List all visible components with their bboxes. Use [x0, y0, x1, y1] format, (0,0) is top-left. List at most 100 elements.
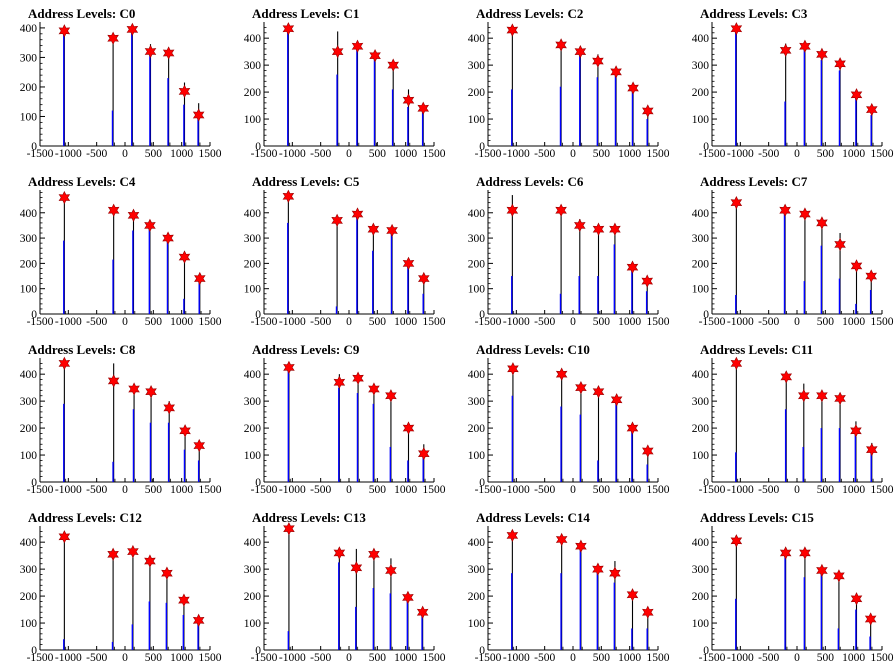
- peak-star-marker: [610, 393, 623, 407]
- peak-star-marker: [799, 39, 811, 53]
- y-tick-label: 200: [692, 591, 710, 603]
- x-tick-label: 1500: [647, 652, 670, 664]
- x-tick-label: -500: [534, 148, 555, 160]
- peak-star-marker: [779, 43, 792, 57]
- peak-star-marker: [402, 590, 414, 605]
- peak-star-marker: [642, 605, 654, 619]
- peak-star-marker: [642, 444, 654, 458]
- y-tick-label: 0: [703, 477, 709, 489]
- peak-star-marker: [58, 356, 71, 371]
- peak-star-marker: [162, 231, 174, 245]
- peak-star-marker: [575, 380, 587, 395]
- peak-star-marker: [642, 104, 654, 118]
- peak-star-marker: [351, 39, 364, 53]
- peak-star-marker: [816, 563, 828, 578]
- y-tick-label: 200: [244, 87, 262, 99]
- x-tick-label: -1500: [27, 148, 54, 160]
- x-tick-label: -1500: [699, 316, 726, 328]
- chart-panel-2: Address Levels: C2 0 100 200 300 400 -1500 -100…: [448, 0, 672, 168]
- peak-star-marker: [352, 371, 364, 385]
- y-tick-label: 300: [244, 233, 262, 245]
- y-tick-label: 0: [479, 309, 485, 321]
- x-tick-label: -1500: [699, 652, 726, 664]
- peak-star-marker: [833, 569, 845, 583]
- x-tick-label: 1500: [871, 652, 894, 664]
- x-tick-label: 500: [593, 316, 611, 328]
- x-tick-label: -1000: [503, 316, 530, 328]
- x-tick-label: 1000: [618, 484, 641, 496]
- chart-title: Address Levels: C7: [700, 174, 808, 189]
- x-tick-label: 0: [346, 316, 352, 328]
- peak-star-marker: [194, 271, 206, 286]
- x-tick-label: -500: [86, 484, 107, 496]
- peak-star-marker: [609, 222, 621, 236]
- peak-star-marker: [418, 271, 430, 286]
- chart-plot: 0 100 200 300 400 -1500 -1000 -500 0 500 1000 1500: [244, 22, 446, 160]
- x-tick-label: -500: [310, 484, 331, 496]
- peak-star-marker: [866, 442, 878, 457]
- peak-star-marker: [178, 250, 191, 264]
- peak-star-marker: [798, 389, 810, 403]
- peak-star-marker: [282, 189, 295, 204]
- peak-star-marker: [58, 530, 71, 544]
- x-tick-label: -1500: [27, 652, 54, 664]
- peak-star-marker: [592, 385, 605, 399]
- y-tick-label: 400: [20, 537, 38, 549]
- peak-star-marker: [574, 218, 586, 233]
- x-tick-label: 0: [346, 148, 352, 160]
- chart-plot: 0 100 200 300 400 -1500 -1000 -500 0 500 1000 1500: [468, 190, 670, 328]
- x-tick-label: 500: [145, 316, 163, 328]
- peak-star-marker: [144, 554, 156, 568]
- x-tick-label: -1000: [55, 484, 82, 496]
- peak-star-marker: [402, 421, 415, 435]
- y-tick-label: 400: [468, 208, 486, 220]
- peak-star-marker: [816, 47, 828, 62]
- peak-star-marker: [369, 49, 381, 63]
- y-tick-label: 200: [692, 423, 710, 435]
- y-tick-label: 400: [692, 208, 710, 220]
- chart-panel-11: Address Levels: C11 0 100 200 300 400 -1500 -10…: [672, 336, 896, 504]
- y-tick-label: 300: [20, 52, 38, 64]
- x-tick-label: -500: [310, 316, 331, 328]
- peak-star-marker: [402, 256, 415, 271]
- x-tick-label: 1500: [199, 316, 222, 328]
- x-tick-label: 1000: [842, 316, 865, 328]
- peak-star-marker: [178, 84, 191, 99]
- chart-title: Address Levels: C6: [476, 174, 584, 189]
- peak-star-marker: [730, 356, 743, 371]
- peak-star-marker: [331, 213, 343, 228]
- peak-star-marker: [779, 203, 791, 217]
- peak-star-marker: [107, 203, 120, 217]
- x-tick-label: 0: [346, 484, 352, 496]
- y-tick-label: 100: [468, 618, 486, 630]
- chart-plot: 0 100 200 300 400 -1500 -1000 -500 0 500 1000 1500: [244, 522, 446, 664]
- x-tick-label: 0: [570, 652, 576, 664]
- peak-star-marker: [178, 593, 190, 607]
- x-tick-label: 500: [369, 652, 387, 664]
- peak-star-marker: [850, 259, 863, 273]
- x-tick-label: 1000: [842, 148, 865, 160]
- y-tick-label: 0: [255, 141, 261, 153]
- peak-star-marker: [641, 274, 654, 288]
- peak-star-marker: [779, 546, 792, 560]
- peak-star-marker: [126, 22, 139, 37]
- chart-panel-14: Address Levels: C14 0 100 200 300 400 -1500 -10…: [448, 504, 672, 672]
- y-tick-label: 400: [692, 369, 710, 381]
- peak-star-marker: [386, 223, 398, 238]
- x-tick-label: 1500: [871, 148, 894, 160]
- y-tick-label: 100: [20, 111, 38, 123]
- x-tick-label: 500: [593, 148, 611, 160]
- y-tick-label: 400: [20, 208, 38, 220]
- chart-plot: 0 100 200 300 400 -1500 -1000 -500 0 500 1000 1500: [244, 358, 446, 496]
- x-tick-label: -1000: [503, 652, 530, 664]
- peak-star-marker: [626, 588, 639, 602]
- peak-star-marker: [144, 218, 156, 233]
- peak-star-marker: [282, 22, 295, 36]
- x-tick-label: -500: [534, 652, 555, 664]
- chart-title: Address Levels: C14: [476, 510, 590, 525]
- x-tick-label: -1000: [727, 148, 754, 160]
- x-tick-label: 1000: [618, 316, 641, 328]
- y-tick-label: 200: [468, 87, 486, 99]
- peak-star-marker: [816, 216, 828, 230]
- peak-star-marker: [627, 81, 639, 95]
